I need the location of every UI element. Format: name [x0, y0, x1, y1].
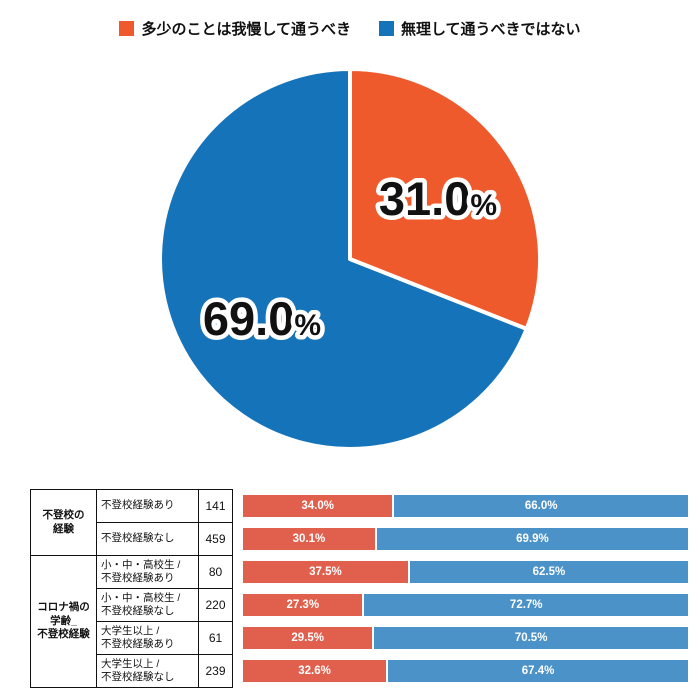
count-cell: 61: [198, 621, 233, 655]
pie-value-label-blue: 69.0%: [203, 292, 321, 345]
legend-swatch-orange: [119, 21, 135, 36]
bar-value-label: 67.4%: [521, 664, 555, 677]
count-cell: 239: [198, 654, 233, 688]
category-cell: 小・中・高校生 / 不登校経験なし: [96, 588, 199, 622]
pie-chart: 31.0% 69.0%: [158, 67, 542, 451]
pie-slice-orange: [348, 67, 542, 331]
table-row: 大学生以上 / 不登校経験なし 239: [31, 654, 233, 688]
count-cell: 141: [198, 489, 233, 523]
count-cell: 220: [198, 588, 233, 622]
bar-value-label: 72.7%: [509, 598, 543, 611]
bar-segment-blue: 66.0%: [394, 494, 688, 517]
bar-segment-blue: 67.4%: [388, 659, 688, 682]
bar-row: 29.5% 70.5%: [243, 621, 688, 654]
bar-row: 27.3% 72.7%: [243, 588, 688, 621]
bar-value-label: 30.1%: [292, 532, 326, 545]
count-cell: 80: [198, 555, 233, 589]
bar-segment-orange: 34.0%: [243, 494, 395, 517]
bar-segment-blue: 70.5%: [374, 626, 688, 649]
bar-value-label: 70.5%: [514, 631, 548, 644]
bar-value-label: 66.0%: [524, 499, 558, 512]
category-cell: 不登校経験なし: [96, 522, 199, 556]
bar-segment-orange: 27.3%: [243, 593, 365, 616]
group-cell-futoukou: 不登校の 経験: [30, 489, 97, 556]
bar-segment-blue: 72.7%: [364, 593, 688, 616]
bar-segment-blue: 62.5%: [409, 560, 688, 583]
legend-label-endure: 多少のことは我慢して通うべき: [141, 21, 351, 38]
bar-row: 34.0% 66.0%: [243, 489, 688, 522]
bar-segment-orange: 30.1%: [243, 527, 377, 550]
stats-table: 不登校の 経験 不登校経験あり 141 不登校経験なし 459 コロナ禍の 学齢…: [30, 489, 233, 688]
group-cell-corona: コロナ禍の 学齢_ 不登校経験: [30, 555, 97, 688]
bar-segment-orange: 37.5%: [243, 560, 410, 583]
category-cell: 小・中・高校生 / 不登校経験あり: [96, 555, 199, 589]
bar-row: 37.5% 62.5%: [243, 555, 688, 588]
breakdown-section: 不登校の 経験 不登校経験あり 141 不登校経験なし 459 コロナ禍の 学齢…: [30, 489, 688, 688]
legend-item-no-force: 無理して通うべきではない: [379, 18, 581, 39]
category-cell: 大学生以上 / 不登校経験なし: [96, 654, 199, 688]
bar-value-label: 27.3%: [286, 598, 320, 611]
bar-value-label: 62.5%: [532, 565, 566, 578]
category-cell: 大学生以上 / 不登校経験あり: [96, 621, 199, 655]
table-row: 不登校の 経験 不登校経験あり 141: [30, 489, 233, 556]
legend-label-no-force: 無理して通うべきではない: [401, 21, 581, 38]
bar-segment-orange: 29.5%: [243, 626, 375, 649]
bar-value-label: 34.0%: [301, 499, 334, 512]
bar-chart: 34.0% 66.0% 30.1% 69.9% 37.5%: [243, 489, 688, 687]
table-row: コロナ禍の 学齢_ 不登校経験 小・中・高校生 / 不登校経験あり 80: [30, 555, 233, 688]
count-cell: 459: [198, 522, 233, 556]
table-row: 大学生以上 / 不登校経験あり 61: [31, 621, 233, 655]
bar-segment-blue: 69.9%: [376, 527, 688, 550]
table-row: 小・中・高校生 / 不登校経験なし 220: [31, 588, 233, 622]
pie-value-label-orange: 31.0%: [379, 172, 497, 225]
bar-value-label: 32.6%: [298, 664, 331, 677]
table-row: 不登校経験なし 459: [31, 522, 233, 556]
category-cell: 不登校経験あり: [96, 489, 199, 523]
legend-swatch-blue: [379, 21, 394, 36]
bar-row: 30.1% 69.9%: [243, 522, 688, 555]
bar-row: 32.6% 67.4%: [243, 654, 688, 687]
legend: 多少のことは我慢して通うべき 無理して通うべきではない: [0, 0, 700, 39]
bar-value-label: 37.5%: [309, 565, 342, 578]
bar-value-label: 69.9%: [516, 532, 549, 545]
legend-item-endure: 多少のことは我慢して通うべき: [119, 18, 351, 39]
bar-value-label: 29.5%: [291, 631, 324, 644]
pie-slice-blue: [158, 67, 529, 451]
bar-segment-orange: 32.6%: [243, 659, 389, 682]
